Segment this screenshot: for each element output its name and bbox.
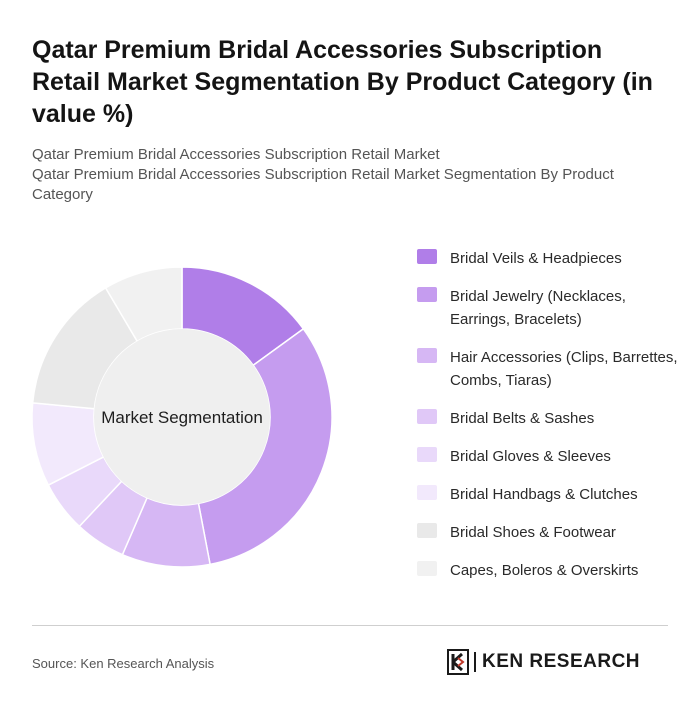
legend-item: Bridal Jewelry (Necklaces, Earrings, Bra… [417, 285, 687, 346]
legend-swatch [417, 348, 437, 363]
source-note: Source: Ken Research Analysis [32, 656, 215, 671]
chart-legend: Bridal Veils & Headpieces Bridal Jewelry … [417, 247, 687, 597]
subtitle-line-1: Qatar Premium Bridal Accessories Subscri… [32, 146, 440, 163]
legend-label: Capes, Boleros & Overskirts [450, 562, 639, 579]
legend-item: Bridal Shoes & Footwear [417, 521, 687, 559]
legend-label: Bridal Veils & Headpieces [450, 250, 622, 267]
legend-swatch [417, 249, 437, 264]
legend-label: Bridal Shoes & Footwear [450, 524, 616, 541]
logo-separator [474, 652, 476, 672]
donut-chart: Market Segmentation [31, 266, 333, 568]
legend-item: Capes, Boleros & Overskirts [417, 559, 687, 597]
donut-center [94, 329, 270, 505]
legend-item: Hair Accessories (Clips, Barrettes, Comb… [417, 346, 687, 407]
footer-divider [32, 625, 668, 626]
logo-mark-icon [447, 649, 469, 675]
legend-label: Bridal Belts & Sashes [450, 410, 595, 427]
legend-swatch [417, 561, 437, 576]
chart-subtitle: Qatar Premium Bridal Accessories Subscri… [32, 145, 672, 205]
chart-title: Qatar Premium Bridal Accessories Subscri… [32, 36, 653, 128]
legend-swatch [417, 287, 437, 302]
logo-text: KEN RESEARCH [482, 651, 641, 672]
legend-item: Bridal Veils & Headpieces [417, 247, 687, 285]
legend-item: Bridal Handbags & Clutches [417, 483, 687, 521]
legend-item: Bridal Belts & Sashes [417, 407, 687, 445]
legend-swatch [417, 447, 437, 462]
legend-label: Bridal Gloves & Sleeves [450, 448, 611, 465]
legend-label: Hair Accessories (Clips, Barrettes, Comb… [450, 349, 678, 389]
legend-label: Bridal Handbags & Clutches [450, 486, 638, 503]
subtitle-line-2: Qatar Premium Bridal Accessories Subscri… [32, 166, 614, 203]
center-label: Market Segmentation [101, 408, 263, 427]
legend-swatch [417, 523, 437, 538]
legend-item: Bridal Gloves & Sleeves [417, 445, 687, 483]
legend-swatch [417, 485, 437, 500]
legend-swatch [417, 409, 437, 424]
donut-slices [31, 266, 333, 568]
legend-label: Bridal Jewelry (Necklaces, Earrings, Bra… [450, 288, 626, 328]
ken-research-logo: KEN RESEARCH [447, 648, 640, 676]
